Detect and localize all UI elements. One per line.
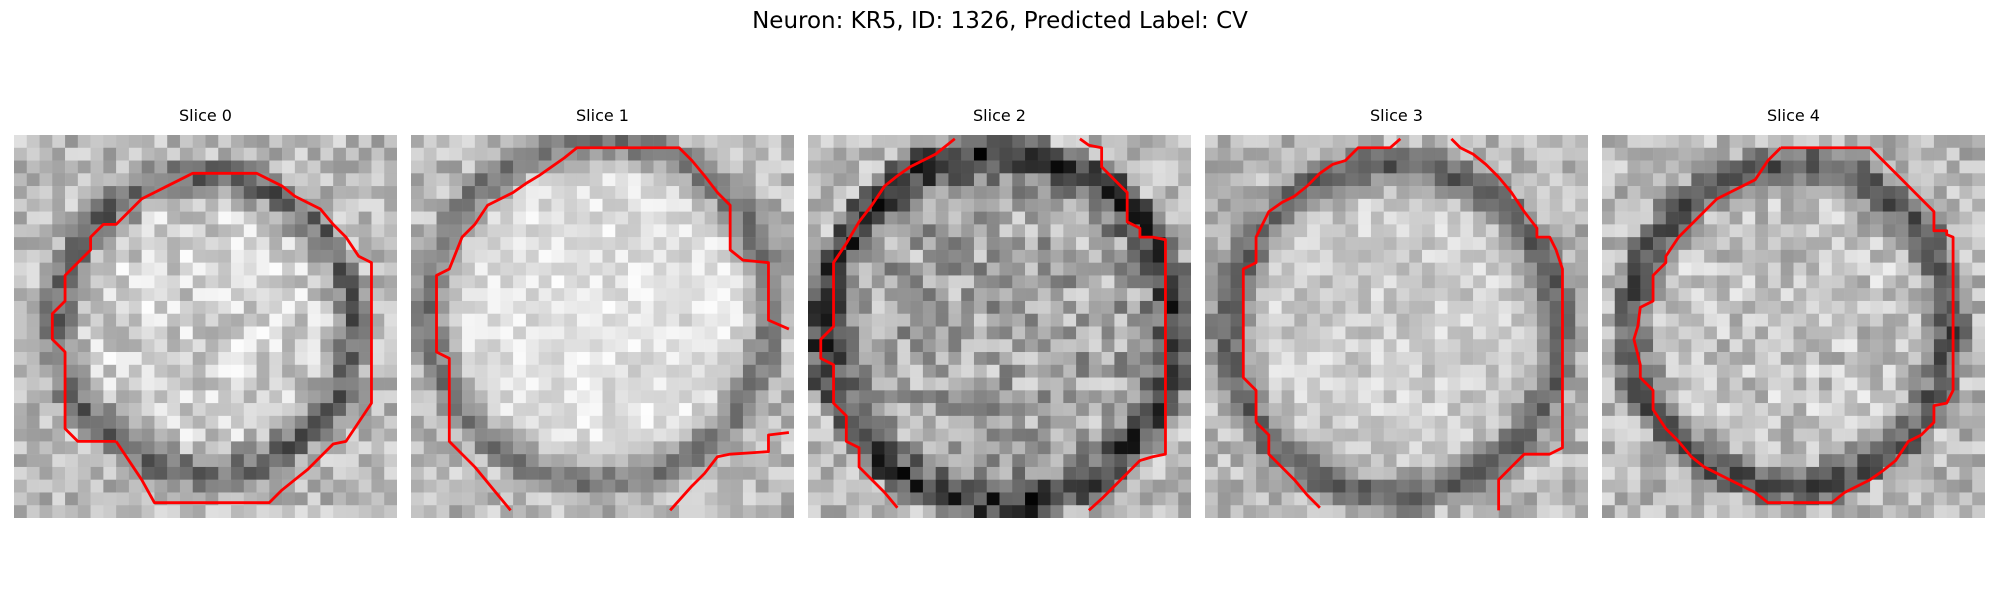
microscopy-image <box>14 135 397 518</box>
cell-contour-line <box>1450 137 1564 511</box>
cell-contour-line <box>1079 137 1167 512</box>
microscopy-image <box>1602 135 1985 518</box>
panel-title: Slice 2 <box>973 106 1026 125</box>
cell-contour-line <box>669 431 790 512</box>
cell-contour-line <box>50 171 373 505</box>
cell-contour-line <box>435 146 790 512</box>
figure-title: Neuron: KR5, ID: 1326, Predicted Label: … <box>752 8 1248 34</box>
panel-title: Slice 4 <box>1767 106 1820 125</box>
cell-contour-line <box>819 137 956 509</box>
panel-title: Slice 1 <box>576 106 629 125</box>
panel-title: Slice 0 <box>179 106 232 125</box>
microscopy-image <box>808 135 1191 518</box>
cell-contour-line <box>1241 137 1402 509</box>
cell-contour-line <box>1632 146 1955 505</box>
microscopy-image <box>411 135 794 518</box>
panel-title: Slice 3 <box>1370 106 1423 125</box>
microscopy-image <box>1205 135 1588 518</box>
